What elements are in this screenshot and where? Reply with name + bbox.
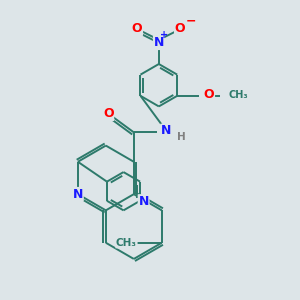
Text: CH₃: CH₃ (229, 90, 248, 100)
Text: −: − (186, 14, 196, 27)
Text: O: O (103, 107, 113, 120)
Text: N: N (138, 195, 149, 208)
Text: O: O (132, 22, 142, 35)
Text: +: + (160, 30, 168, 40)
Text: O: O (204, 88, 214, 101)
Text: N: N (161, 124, 171, 137)
Text: N: N (73, 188, 83, 201)
Text: O: O (175, 22, 185, 35)
Text: H: H (176, 132, 185, 142)
Text: N: N (154, 36, 164, 49)
Text: CH₃: CH₃ (116, 238, 137, 248)
